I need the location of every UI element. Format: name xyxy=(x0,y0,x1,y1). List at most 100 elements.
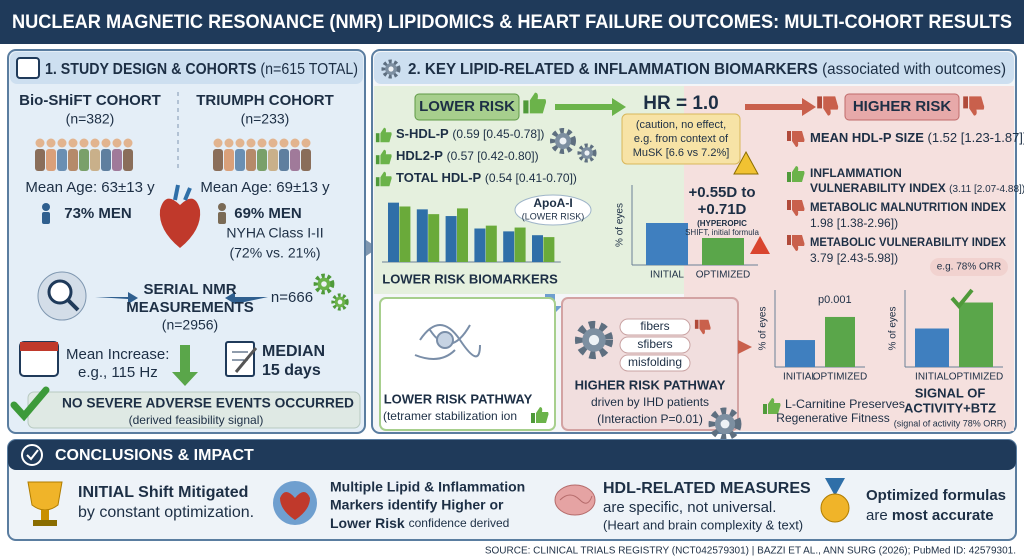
y-axis-label: % of eyes xyxy=(888,307,899,351)
conclusion-text: are specific, not universal. xyxy=(603,499,776,516)
signal-title: ACTIVITY+BTZ xyxy=(904,400,996,415)
header-bar xyxy=(0,0,1024,44)
conclusion-bold: HDL-RELATED MEASURES xyxy=(603,480,811,497)
higher-risk-pill xyxy=(844,93,960,121)
lower-item: TOTAL HDL-P (0.54 [0.41-0.70]) xyxy=(396,170,577,185)
person-body xyxy=(213,149,223,171)
higher-item-name: METABOLIC MALNUTRITION INDEX xyxy=(810,200,1006,214)
person-head xyxy=(224,138,234,148)
person-head xyxy=(268,138,278,148)
lower-item-name: TOTAL HDL-P xyxy=(396,170,482,185)
lower-pathway-title: LOWER RISK PATHWAY xyxy=(384,391,533,406)
page-title: NUCLEAR MAGNETIC RESONANCE (NMR) LIPIDOM… xyxy=(12,12,1012,33)
person-head xyxy=(101,138,111,148)
conclusion-text: by constant optimization. xyxy=(78,504,254,521)
check-icon xyxy=(26,449,39,461)
bar xyxy=(915,328,949,367)
person-body xyxy=(57,149,67,171)
person-head xyxy=(112,138,122,148)
bar xyxy=(388,202,399,262)
conclusion-note: (Heart and brain complexity & text) xyxy=(603,517,803,532)
higher-pathway-note: driven by IHD patients xyxy=(591,395,709,409)
person-body xyxy=(279,149,289,171)
cohort-age: Mean Age: 63±13 y xyxy=(25,179,155,196)
conclusion-bold: Multiple Lipid & Inflammation xyxy=(330,479,525,495)
person-body xyxy=(224,149,234,171)
higher-pathway-title: HIGHER RISK PATHWAY xyxy=(575,377,726,392)
bar xyxy=(503,231,515,262)
conclusion-text: Lower Risk confidence derived xyxy=(330,515,509,531)
cohort-class: NYHA Class I-II xyxy=(226,225,323,241)
person-body xyxy=(290,149,300,171)
higher-item: VULNERABILITY INDEX (3.11 [2.07-4.88]) xyxy=(810,181,1024,195)
x-tick-label: OPTIMIZED xyxy=(949,372,1003,383)
person-head xyxy=(46,138,56,148)
person-body xyxy=(301,149,311,171)
bar xyxy=(646,223,688,265)
lower-item: HDL2-P (0.57 [0.42-0.80]) xyxy=(396,148,539,163)
panel-title-main: 2. KEY LIPID-RELATED & INFLAMMATION BIOM… xyxy=(408,61,818,78)
serial-title: SERIAL NMR xyxy=(143,281,236,298)
calendar-icon xyxy=(19,341,59,377)
bar xyxy=(474,228,486,262)
bar xyxy=(785,340,815,367)
person-body xyxy=(68,149,78,171)
conclusion-note: confidence derived xyxy=(409,516,510,530)
bar xyxy=(702,238,744,265)
higher-item-name: MEAN HDL-P SIZE xyxy=(810,130,924,145)
lower-item: S-HDL-P (0.59 [0.45-0.78]) xyxy=(396,126,544,141)
y-axis-label: % of eyes xyxy=(758,307,769,351)
person-head xyxy=(35,138,45,148)
person-head xyxy=(57,138,67,148)
signal-note: (signal of activity 78% ORR) xyxy=(894,418,1007,428)
pathway-label: sfibers xyxy=(637,337,672,351)
pathway-pill xyxy=(619,318,691,336)
person-head xyxy=(257,138,267,148)
cohort-men: 69% MEN xyxy=(234,205,302,222)
shift-value: +0.71D xyxy=(698,201,747,218)
person-head xyxy=(68,138,78,148)
conclusion-bold: most accurate xyxy=(892,507,994,524)
person-body xyxy=(123,149,133,171)
higher-pathway-note: (Interaction P=0.01) xyxy=(597,412,703,426)
gear-icon xyxy=(580,146,595,161)
pathway-label: fibers xyxy=(640,319,669,333)
person-body xyxy=(257,149,267,171)
gear-icon xyxy=(712,411,737,436)
gear-icon xyxy=(553,131,573,151)
warning-icon xyxy=(750,236,770,254)
chart-label: LOWER RISK BIOMARKERS xyxy=(382,271,558,286)
cohort-n: (n=233) xyxy=(241,111,290,127)
signal-title: SIGNAL OF xyxy=(915,385,986,400)
person-head xyxy=(290,138,300,148)
lower-risk-pill xyxy=(414,93,520,121)
person-head xyxy=(301,138,311,148)
shift-value: +0.55D to xyxy=(688,184,755,201)
magnifier-icon xyxy=(37,271,87,321)
conclusion-text: are most accurate xyxy=(866,507,994,524)
people-group xyxy=(35,138,311,171)
panel-title: 1. STUDY DESIGN & COHORTS (n=615 TOTAL) xyxy=(45,61,358,78)
bar xyxy=(543,237,555,262)
cohort-name: Bio-SHiFT COHORT xyxy=(19,92,161,109)
gear-icon xyxy=(579,325,608,354)
person-head xyxy=(79,138,89,148)
conclusion-bold: Optimized formulas xyxy=(866,487,1006,504)
x-tick-label: INITIAL xyxy=(915,372,949,383)
bar xyxy=(485,225,497,262)
carnitine-text: L-Carnitine Preserves xyxy=(785,397,905,411)
bar xyxy=(457,208,468,262)
higher-item-stat: (3.11 [2.07-4.88]) xyxy=(949,184,1024,195)
person-body xyxy=(246,149,256,171)
source-note: SOURCE: CLINICAL TRIALS REGISTRY (NCT042… xyxy=(485,546,1016,557)
shift-note: (HYPEROPIC xyxy=(697,219,747,228)
gear-icon xyxy=(316,276,332,292)
conclusion-bold: Markers identify Higher or xyxy=(330,497,504,513)
x-tick-label: OPTIMIZED xyxy=(696,270,750,281)
down-arrow xyxy=(172,345,198,386)
hr-note: e.g. from context of xyxy=(634,133,729,145)
increase-text: Mean Increase: xyxy=(66,346,169,363)
lower-item-stat: (0.59 [0.45-0.78]) xyxy=(452,127,544,141)
higher-item-name: VULNERABILITY INDEX xyxy=(810,181,946,195)
